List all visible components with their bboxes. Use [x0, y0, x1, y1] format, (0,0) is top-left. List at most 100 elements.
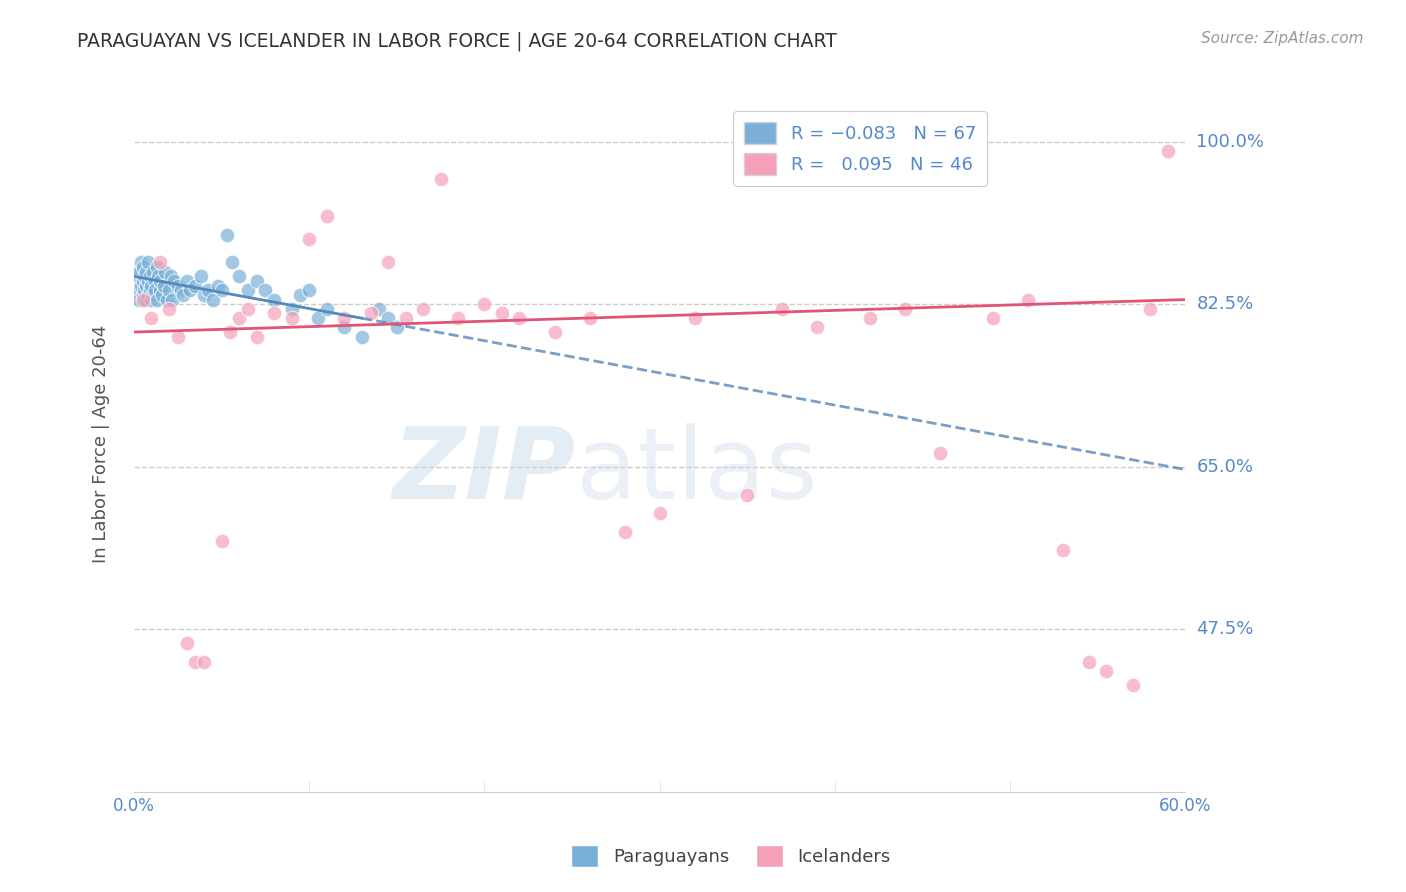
- Point: [280, 301, 302, 316]
- Point: [166, 278, 188, 293]
- Point: [360, 306, 382, 320]
- Point: [648, 506, 671, 520]
- Text: Source: ZipAtlas.com: Source: ZipAtlas.com: [1201, 31, 1364, 46]
- Point: [149, 255, 172, 269]
- Point: [131, 293, 153, 307]
- Point: [155, 265, 177, 279]
- Point: [190, 269, 212, 284]
- Point: [368, 301, 391, 316]
- Point: [149, 283, 172, 297]
- Point: [145, 293, 167, 307]
- Point: [141, 311, 163, 326]
- Point: [193, 655, 215, 669]
- Point: [236, 283, 259, 297]
- Point: [211, 283, 233, 297]
- Point: [254, 283, 277, 297]
- Point: [298, 232, 321, 246]
- Point: [148, 269, 170, 284]
- Point: [125, 283, 148, 297]
- Point: [152, 278, 174, 293]
- Y-axis label: In Labor Force | Age 20-64: In Labor Force | Age 20-64: [93, 325, 110, 563]
- Point: [929, 446, 952, 460]
- Point: [150, 288, 173, 302]
- Point: [236, 301, 259, 316]
- Point: [613, 524, 636, 539]
- Point: [142, 265, 165, 279]
- Point: [131, 274, 153, 288]
- Point: [246, 274, 269, 288]
- Point: [385, 320, 408, 334]
- Point: [197, 283, 219, 297]
- Point: [162, 293, 184, 307]
- Point: [377, 311, 399, 326]
- Point: [307, 311, 329, 326]
- Point: [228, 269, 250, 284]
- Point: [136, 255, 159, 269]
- Point: [211, 533, 233, 548]
- Point: [176, 636, 198, 650]
- Text: 82.5%: 82.5%: [1197, 295, 1254, 313]
- Point: [131, 288, 153, 302]
- Point: [143, 283, 166, 297]
- Point: [176, 274, 198, 288]
- Point: [280, 311, 302, 326]
- Point: [333, 320, 356, 334]
- Point: [1139, 301, 1161, 316]
- Point: [315, 209, 337, 223]
- Point: [138, 269, 160, 284]
- Point: [333, 311, 356, 326]
- Point: [135, 278, 157, 293]
- Point: [193, 288, 215, 302]
- Point: [491, 306, 513, 320]
- Text: 47.5%: 47.5%: [1197, 620, 1254, 638]
- Point: [1095, 664, 1118, 678]
- Point: [447, 311, 470, 326]
- Point: [143, 274, 166, 288]
- Point: [135, 265, 157, 279]
- Point: [683, 311, 706, 326]
- Point: [138, 283, 160, 297]
- Point: [134, 283, 156, 297]
- Point: [145, 260, 167, 274]
- Point: [474, 297, 496, 311]
- Point: [221, 255, 243, 269]
- Point: [770, 301, 793, 316]
- Text: atlas: atlas: [575, 423, 817, 520]
- Point: [129, 255, 152, 269]
- Point: [141, 293, 163, 307]
- Point: [128, 265, 150, 279]
- Point: [1122, 678, 1144, 692]
- Point: [246, 329, 269, 343]
- Point: [263, 293, 285, 307]
- Point: [141, 278, 163, 293]
- Point: [350, 329, 373, 343]
- Point: [394, 311, 416, 326]
- Point: [207, 278, 229, 293]
- Point: [135, 293, 157, 307]
- Point: [184, 278, 207, 293]
- Point: [1078, 655, 1101, 669]
- Point: [127, 269, 149, 284]
- Point: [136, 274, 159, 288]
- Point: [298, 283, 321, 297]
- Legend: R = −0.083   N = 67, R =   0.095   N = 46: R = −0.083 N = 67, R = 0.095 N = 46: [733, 112, 987, 186]
- Point: [163, 274, 186, 288]
- Point: [578, 311, 600, 326]
- Point: [142, 288, 165, 302]
- Text: 100.0%: 100.0%: [1197, 133, 1264, 151]
- Point: [508, 311, 530, 326]
- Point: [859, 311, 882, 326]
- Point: [315, 301, 337, 316]
- Point: [1157, 144, 1180, 158]
- Point: [377, 255, 399, 269]
- Legend: Paraguayans, Icelanders: Paraguayans, Icelanders: [564, 838, 898, 874]
- Point: [429, 172, 451, 186]
- Point: [215, 227, 238, 242]
- Text: 65.0%: 65.0%: [1197, 458, 1254, 475]
- Point: [290, 288, 312, 302]
- Point: [134, 269, 156, 284]
- Point: [129, 278, 152, 293]
- Point: [179, 283, 201, 297]
- Point: [263, 306, 285, 320]
- Point: [156, 293, 179, 307]
